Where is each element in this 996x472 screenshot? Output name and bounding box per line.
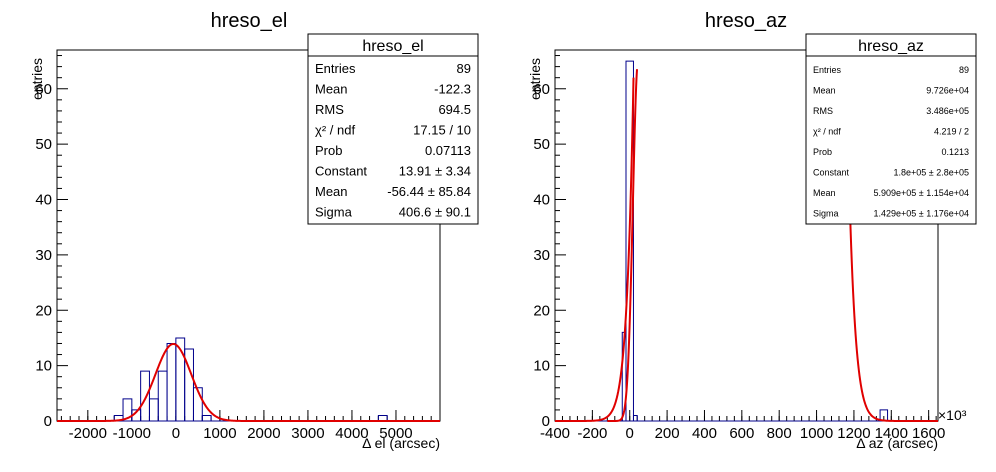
fit-curve [845, 76, 938, 422]
stats-box [805, 33, 977, 225]
stats-title: hreso_el [362, 38, 423, 55]
histogram-bin [148, 398, 159, 421]
stats-label: Sigma [315, 205, 353, 220]
y-tick-label: 0 [542, 413, 550, 430]
chart-title: hreso_az [705, 10, 787, 32]
stats-value: 89 [457, 61, 471, 76]
fit-curve-peak [607, 69, 639, 422]
histogram-bin [201, 414, 212, 421]
histogram-bin [140, 370, 150, 421]
y-tick-label: 50 [35, 136, 52, 153]
histogram-bin [157, 370, 168, 421]
stats-value: 1.8e+05 ± 2.8e+05 [893, 168, 969, 178]
histogram-bin [377, 414, 388, 421]
stats-label: Constant [315, 164, 367, 179]
y-tick-label: 60 [35, 81, 52, 98]
stats-label: RMS [315, 102, 344, 117]
panel-hreso-el: hreso_el entries Δ el (arcsec) 0 10 20 30 40… [29, 10, 479, 451]
x-tick-label: 1000 [203, 425, 236, 442]
stats-value: 13.91 ± 3.34 [399, 164, 471, 179]
stats-label: Mean [813, 188, 836, 198]
fit-curve [555, 77, 635, 422]
stats-value: 9.726e+04 [926, 86, 969, 96]
stats-value: 1.429e+05 ± 1.176e+04 [873, 209, 969, 219]
stats-label: Mean [315, 82, 348, 97]
x-tick-label: -2000 [69, 425, 107, 442]
histogram-bin [192, 387, 203, 421]
histogram-bin [184, 348, 194, 421]
x-tick-label: 1000 [800, 425, 833, 442]
x-tick-label: 400 [692, 425, 717, 442]
x-tick-label: -200 [577, 425, 607, 442]
x-tick-label: 3000 [291, 425, 324, 442]
stats-value: -122.3 [434, 82, 471, 97]
x-tick-label: -400 [540, 425, 570, 442]
stats-value: 406.6 ± 90.1 [399, 205, 471, 220]
x-tick-label: 0 [172, 425, 180, 442]
y-axis-label: entries [29, 58, 45, 100]
stats-title: hreso_az [858, 38, 924, 55]
histogram-bin [166, 342, 177, 421]
y-tick-label: 20 [35, 302, 52, 319]
stats-label: Mean [315, 184, 348, 199]
x-axis-label: Δ az (arcsec) [856, 435, 938, 451]
y-tick-label: 30 [35, 247, 52, 264]
stats-value: 4.219 / 2 [934, 127, 969, 137]
y-axis-label: entries [527, 58, 543, 100]
x-axis-label: Δ el (arcsec) [362, 435, 440, 451]
stats-value: 17.15 / 10 [413, 123, 471, 138]
stats-label: Prob [315, 143, 342, 158]
stats-label: χ² / ndf [813, 127, 841, 137]
stats-label: χ² / ndf [315, 123, 355, 138]
x-tick-label: 4000 [335, 425, 368, 442]
stats-label: RMS [813, 106, 833, 116]
stats-label: Prob [813, 147, 832, 157]
stats-box [307, 33, 479, 225]
stats-value: 5.909e+05 ± 1.154e+04 [873, 188, 969, 198]
histogram-bin [879, 409, 889, 421]
stats-label: Sigma [813, 209, 839, 219]
stats-value: 694.5 [438, 102, 471, 117]
x-tick-label: 1200 [837, 425, 870, 442]
y-tick-label: 40 [35, 192, 52, 209]
y-tick-label: 10 [35, 358, 52, 375]
y-tick-label: 20 [533, 302, 550, 319]
x-tick-label: 200 [655, 425, 680, 442]
histogram-bin [625, 60, 634, 421]
stats-value: 0.07113 [425, 143, 471, 158]
x-tick-label: 1600 [912, 425, 945, 442]
panel-hreso-az: hreso_az entries Δ az (arcsec) ×10³ 0 10 2… [527, 10, 977, 451]
histogram-bin [632, 414, 638, 421]
x-tick-label: 600 [729, 425, 754, 442]
stats-label: Entries [813, 65, 842, 75]
y-tick-label: 50 [533, 136, 550, 153]
stats-label: Constant [813, 168, 850, 178]
stats-value: -56.44 ± 85.84 [387, 184, 471, 199]
chart-title: hreso_el [211, 10, 288, 32]
x-tick-label: 5000 [379, 425, 412, 442]
y-tick-label: 30 [533, 247, 550, 264]
stats-label: Mean [813, 86, 836, 96]
y-tick-label: 60 [533, 81, 550, 98]
stats-value: 0.1213 [941, 147, 969, 157]
x-tick-label: 800 [767, 425, 792, 442]
y-tick-label: 10 [533, 358, 550, 375]
x-tick-label: 0 [626, 425, 634, 442]
x-axis-exponent: ×10³ [938, 407, 967, 423]
x-tick-label: 1400 [875, 425, 908, 442]
y-tick-label: 0 [44, 413, 52, 430]
fit-curve [57, 342, 440, 422]
stats-value: 3.486e+05 [926, 106, 969, 116]
x-tick-label: 2000 [247, 425, 280, 442]
stats-label: Entries [315, 61, 356, 76]
y-tick-label: 40 [533, 192, 550, 209]
stats-value: 89 [959, 65, 969, 75]
x-tick-label: -1000 [113, 425, 151, 442]
